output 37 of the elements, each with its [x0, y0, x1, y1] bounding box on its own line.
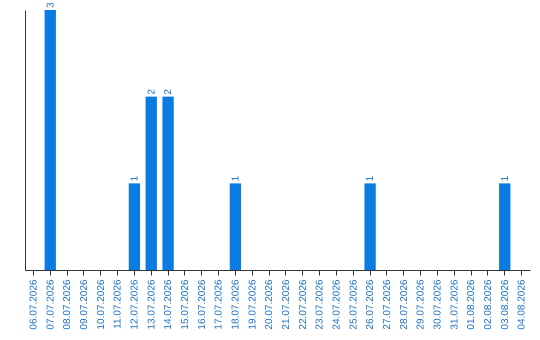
x-tick-label: 16.07.2026: [196, 279, 208, 330]
x-tick-label: 30.07.2026: [432, 279, 444, 330]
x-tick-label: 15.07.2026: [180, 279, 191, 330]
x-tick-label: 23.07.2026: [314, 279, 326, 330]
x-tick-label: 03.08.2026: [500, 279, 511, 330]
data-label: 1: [500, 175, 511, 182]
x-tick-label: 20.07.2026: [264, 279, 276, 330]
data-label: 3: [45, 2, 56, 8]
data-label: 2: [146, 88, 158, 95]
x-tick-label: 27.07.2026: [382, 279, 393, 330]
x-tick-label: 06.07.2026: [28, 279, 40, 330]
data-label: 2: [163, 88, 174, 95]
x-tick-label: 28.07.2026: [398, 279, 410, 330]
x-tick-label: 08.07.2026: [62, 279, 74, 330]
x-tick-label: 21.07.2026: [280, 279, 292, 330]
data-label: 1: [230, 175, 242, 182]
x-tick-label: 19.07.2026: [247, 279, 258, 330]
x-tick-label: 14.07.2026: [163, 279, 174, 330]
x-tick-label: 11.07.2026: [112, 279, 124, 329]
x-tick-label: 24.07.2026: [331, 279, 342, 330]
x-tick-label: 29.07.2026: [416, 279, 427, 330]
x-tick-label: 13.07.2026: [146, 279, 158, 330]
data-label: 1: [129, 175, 140, 182]
x-tick-label: 07.07.2026: [45, 279, 56, 330]
x-tick-label: 26.07.2026: [365, 279, 376, 330]
data-label: 1: [365, 175, 376, 182]
x-tick-label: 18.07.2026: [230, 279, 242, 330]
x-tick-label: 02.08.2026: [482, 279, 494, 330]
x-tick-label: 04.08.2026: [516, 279, 528, 330]
x-tick-label: 31.07.2026: [449, 279, 460, 330]
x-tick-label: 25.07.2026: [348, 279, 360, 330]
x-tick-label: 10.07.2026: [96, 279, 107, 330]
x-tick-label: 22.07.2026: [298, 279, 309, 330]
x-tick-label: 09.07.2026: [78, 279, 90, 330]
x-tick-label: 12.07.2026: [129, 279, 140, 330]
x-tick-label: 01.08.2026: [466, 279, 478, 330]
x-tick-label: 17.07.2026: [214, 279, 225, 330]
